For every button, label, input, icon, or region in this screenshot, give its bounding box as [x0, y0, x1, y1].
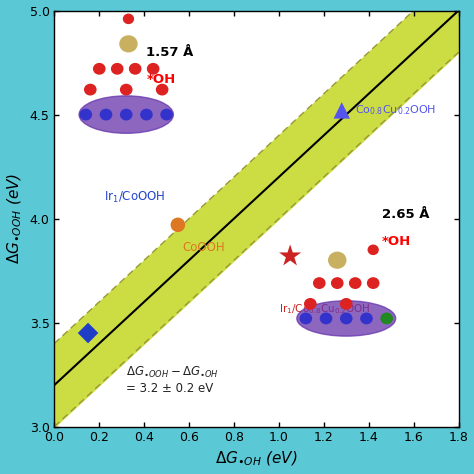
- Ellipse shape: [79, 96, 173, 133]
- Circle shape: [305, 299, 316, 309]
- Point: [174, 221, 182, 228]
- Circle shape: [120, 84, 132, 95]
- Y-axis label: $\Delta G_{\bullet OOH}$ (eV): $\Delta G_{\bullet OOH}$ (eV): [6, 173, 24, 264]
- Text: $\Delta G_{\bullet OOH} - \Delta G_{\bullet OH}$
= 3.2 ± 0.2 eV: $\Delta G_{\bullet OOH} - \Delta G_{\bul…: [126, 365, 219, 395]
- Point: [286, 252, 294, 260]
- Circle shape: [341, 299, 352, 309]
- Circle shape: [320, 313, 332, 324]
- Circle shape: [85, 84, 96, 95]
- Text: 1.57 Å: 1.57 Å: [146, 46, 194, 59]
- Circle shape: [381, 313, 392, 324]
- Circle shape: [368, 245, 378, 255]
- Circle shape: [129, 64, 141, 74]
- Circle shape: [100, 109, 111, 120]
- X-axis label: $\Delta G_{\bullet OH}$ (eV): $\Delta G_{\bullet OH}$ (eV): [215, 450, 298, 468]
- Circle shape: [161, 109, 172, 120]
- Circle shape: [350, 278, 361, 288]
- Circle shape: [367, 278, 379, 288]
- Text: CoOOH: CoOOH: [182, 241, 225, 255]
- Circle shape: [111, 64, 123, 74]
- Circle shape: [314, 278, 325, 288]
- Circle shape: [120, 36, 137, 52]
- Circle shape: [332, 278, 343, 288]
- Circle shape: [141, 109, 152, 120]
- Text: Co$_{0.8}$Cu$_{0.2}$OOH: Co$_{0.8}$Cu$_{0.2}$OOH: [355, 103, 437, 117]
- Text: 2.65 Å: 2.65 Å: [382, 208, 429, 221]
- Circle shape: [147, 64, 159, 74]
- Circle shape: [329, 252, 346, 268]
- Point: [84, 329, 92, 337]
- Circle shape: [361, 313, 372, 324]
- Point: [338, 107, 346, 114]
- Text: *OH: *OH: [382, 235, 411, 248]
- Ellipse shape: [297, 301, 396, 336]
- Circle shape: [341, 313, 352, 324]
- Circle shape: [80, 109, 91, 120]
- Text: Ir$_1$/CoOOH: Ir$_1$/CoOOH: [104, 190, 165, 205]
- Circle shape: [156, 84, 168, 95]
- Text: Ir$_1$/Co$_{0.8}$Cu$_{0.2}$OOH: Ir$_1$/Co$_{0.8}$Cu$_{0.2}$OOH: [279, 302, 371, 316]
- Circle shape: [124, 14, 133, 23]
- Circle shape: [120, 109, 132, 120]
- Circle shape: [94, 64, 105, 74]
- Circle shape: [300, 313, 311, 324]
- Text: *OH: *OH: [146, 73, 176, 86]
